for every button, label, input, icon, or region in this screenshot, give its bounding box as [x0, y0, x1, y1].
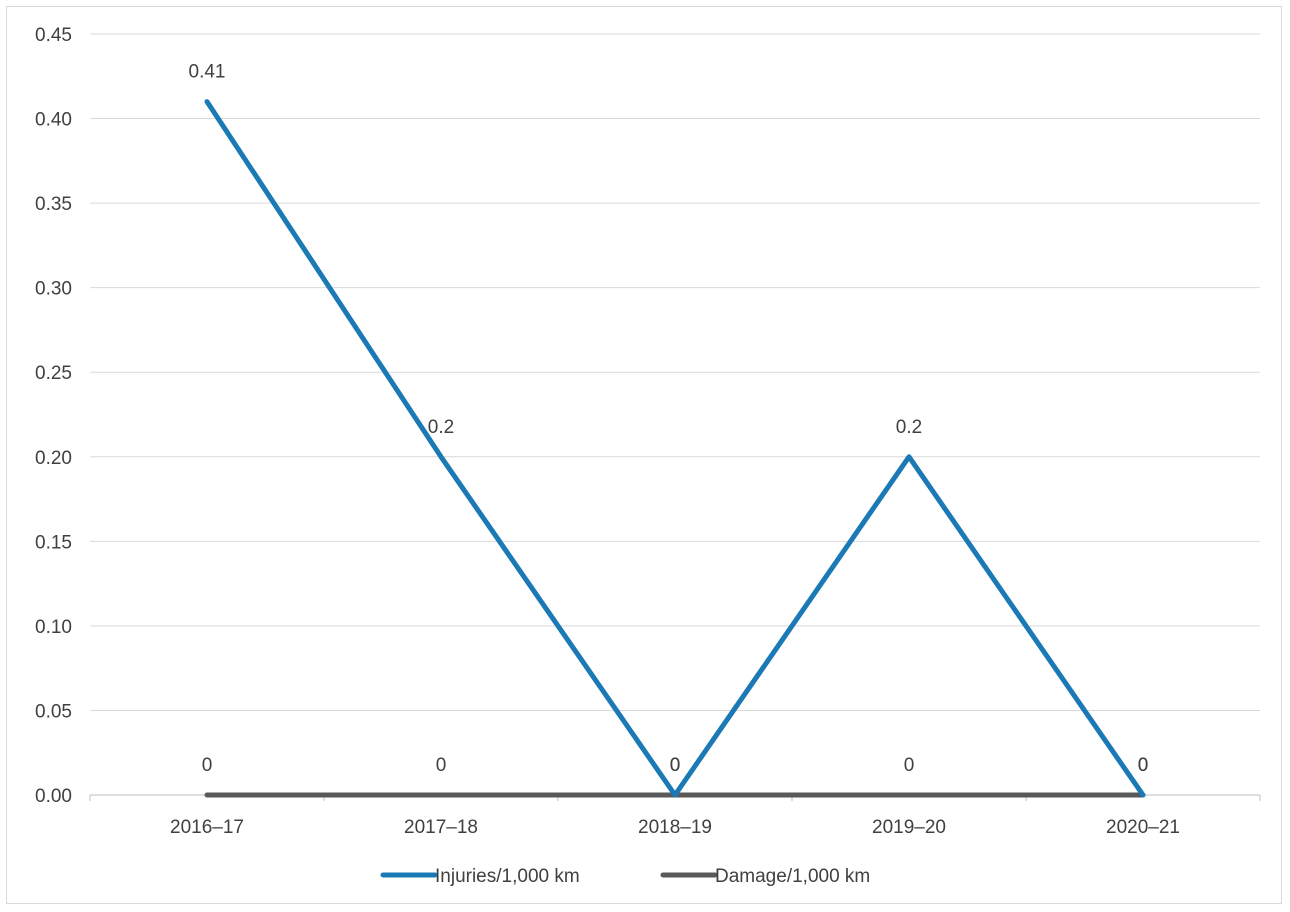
data-label: 0.2 — [428, 417, 454, 438]
x-axis: 2016–17 2017–18 2018–19 2019–20 2020–21 — [89, 794, 1261, 838]
y-tick-label: 0.35 — [35, 194, 72, 215]
y-tick-label: 0.20 — [35, 448, 72, 469]
x-tick-label: 2019–20 — [872, 817, 946, 838]
data-label: 0 — [904, 755, 915, 776]
gridlines — [90, 33, 1260, 711]
data-label: 0.41 — [189, 62, 226, 83]
data-label: 0 — [670, 755, 681, 776]
y-tick-label: 0.05 — [35, 701, 72, 722]
data-labels: 0.410.200.200 0 0 0 0 — [189, 62, 1149, 776]
series-lines — [204, 99, 1146, 798]
x-tick-label: 2017–18 — [404, 817, 478, 838]
legend-label: Injuries/1,000 km — [435, 866, 580, 887]
data-label: 0 — [202, 755, 213, 776]
x-tick-label: 2016–17 — [170, 817, 244, 838]
data-label: 0 — [1138, 755, 1149, 776]
y-tick-label: 0.30 — [35, 279, 72, 300]
y-tick-label: 0.00 — [35, 786, 72, 807]
x-tick-label: 2018–19 — [638, 817, 712, 838]
legend-label: Damage/1,000 km — [715, 866, 870, 887]
data-label: 0 — [670, 755, 681, 776]
series-line-injuries — [204, 99, 1146, 798]
y-tick-label: 0.10 — [35, 617, 72, 638]
y-tick-label: 0.45 — [35, 25, 72, 46]
data-label: 0 — [1138, 755, 1149, 776]
y-tick-label: 0.40 — [35, 110, 72, 131]
data-label: 0 — [436, 755, 447, 776]
y-tick-label: 0.15 — [35, 532, 72, 553]
x-tick-label: 2020–21 — [1106, 817, 1180, 838]
y-tick-label: 0.25 — [35, 363, 72, 384]
legend: Injuries/1,000 km Damage/1,000 km — [380, 866, 870, 887]
y-axis-ticks: 0.00 0.05 0.10 0.15 0.20 0.25 0.30 0.35 0.40 0.45 — [35, 25, 72, 807]
data-label: 0.2 — [896, 417, 922, 438]
